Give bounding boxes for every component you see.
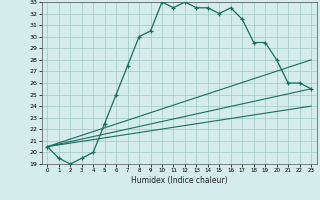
X-axis label: Humidex (Indice chaleur): Humidex (Indice chaleur)	[131, 176, 228, 185]
